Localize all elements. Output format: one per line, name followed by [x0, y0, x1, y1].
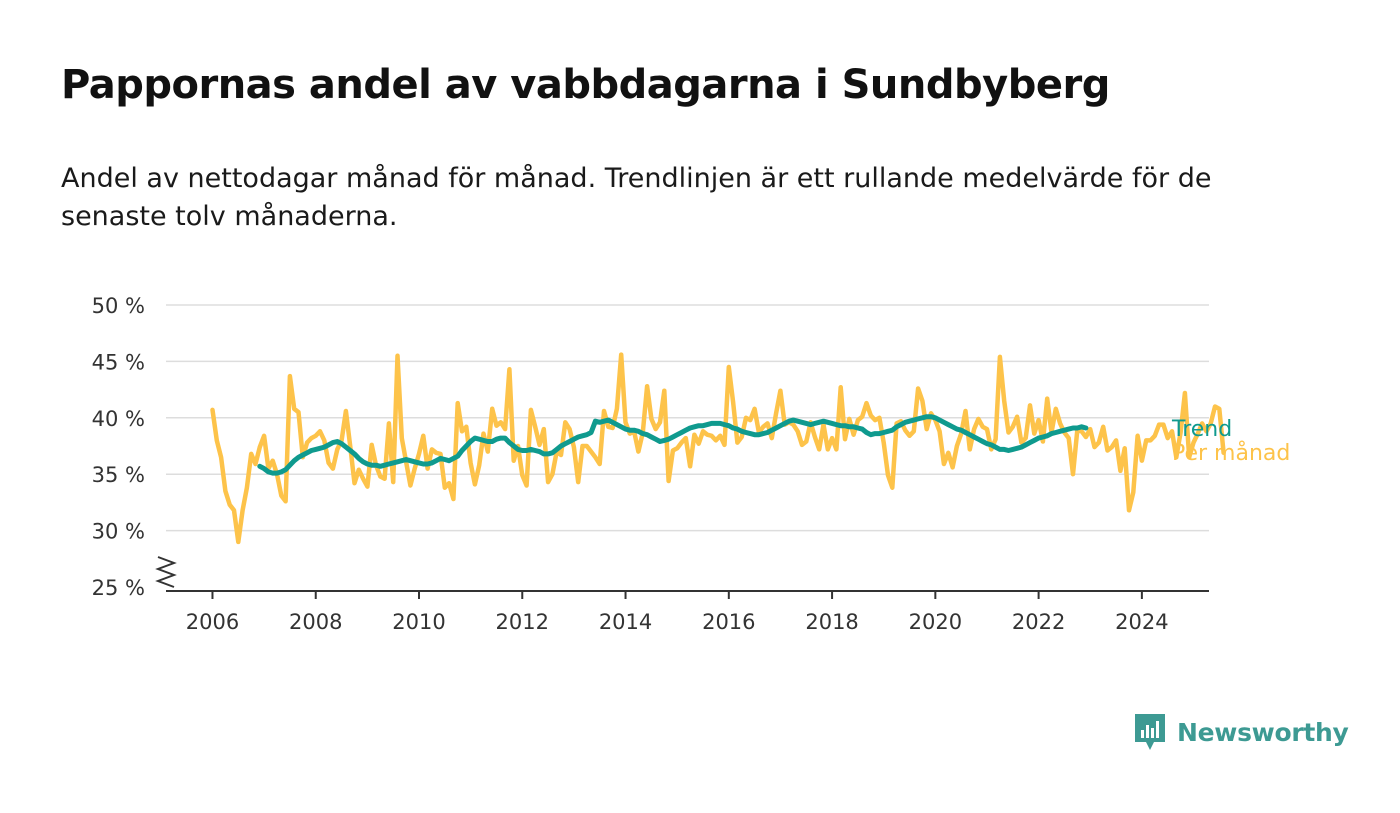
newsworthy-logo: Newsworthy	[1133, 712, 1349, 752]
y-tick-label: 45 %	[92, 350, 145, 374]
series-line-per-manad	[210, 352, 1226, 545]
newsworthy-logo-icon	[1135, 714, 1165, 750]
series-label-trend: Trend	[1171, 417, 1232, 442]
y-axis-ticks: 25 % 30 % 35 % 40 % 45 % 50 %	[92, 294, 145, 600]
brand-name: Newsworthy	[1177, 717, 1349, 747]
chart-subtitle: Andel av nettodagar månad för månad. Tre…	[61, 163, 1212, 232]
y-tick-label: 30 %	[92, 520, 145, 544]
x-axis: 2006 2008 2010 2012 2014 2016 2018 2020 2022 2024	[155, 556, 1209, 634]
y-tick-label: 35 %	[92, 463, 145, 487]
x-tick-label: 2018	[805, 610, 858, 634]
x-tick-label: 2008	[289, 610, 342, 634]
y-tick-label: 40 %	[92, 407, 145, 431]
y-tick-label: 25 %	[92, 576, 145, 600]
x-tick-label: 2020	[909, 610, 962, 634]
x-tick-label: 2014	[599, 610, 652, 634]
gridlines	[166, 304, 1209, 532]
x-tick-label: 2022	[1012, 610, 1065, 634]
series-line-trend	[257, 414, 1089, 476]
axis-break-mark	[155, 556, 177, 588]
series-label-per-manad: Per månad	[1172, 440, 1290, 466]
x-tick-label: 2012	[496, 610, 549, 634]
x-tick-label: 2024	[1115, 610, 1168, 634]
chart-title: Pappornas andel av vabbdagarna i Sundbyb…	[61, 62, 1110, 108]
x-tick-label: 2010	[392, 610, 445, 634]
y-tick-label: 50 %	[92, 294, 145, 318]
x-tick-label: 2006	[186, 610, 239, 634]
plot-area	[210, 352, 1226, 545]
x-tick-label: 2016	[702, 610, 755, 634]
